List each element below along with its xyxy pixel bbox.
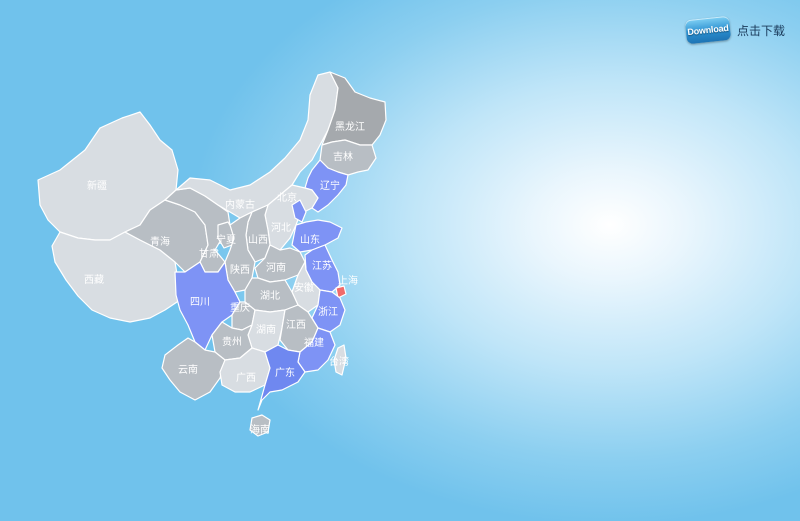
- label-xinjiang: 新疆: [87, 179, 107, 192]
- province-tianjin[interactable]: [291, 199, 307, 223]
- province-liaoning[interactable]: [304, 159, 349, 213]
- label-jiangsu: 江苏: [312, 259, 332, 272]
- label-shanghai: 上海: [338, 274, 358, 287]
- label-jilin: 吉林: [333, 150, 353, 163]
- label-guizhou: 贵州: [222, 335, 242, 348]
- download-link[interactable]: 点击下载: [737, 24, 786, 38]
- label-hunan: 湖南: [256, 323, 276, 336]
- label-anhui: 安徽: [294, 281, 314, 294]
- label-guangdong: 广东: [275, 366, 295, 379]
- label-shandong: 山东: [300, 233, 320, 246]
- label-jiangxi: 江西: [286, 319, 306, 331]
- label-zhejiang: 浙江: [318, 306, 338, 318]
- province-hainan[interactable]: [249, 414, 271, 437]
- label-qinghai: 青海: [150, 235, 170, 248]
- province-xizang[interactable]: [51, 231, 181, 323]
- province-taiwan[interactable]: [333, 344, 347, 376]
- label-heilongjiang: 黑龙江: [335, 120, 365, 133]
- label-guangxi: 广西: [236, 372, 256, 384]
- label-hebei: 河北: [271, 222, 291, 234]
- province-shanghai[interactable]: [335, 285, 347, 299]
- label-ningxia: 宁夏: [216, 233, 236, 246]
- label-shanxi: 山西: [248, 234, 268, 246]
- label-sichuan: 四川: [190, 297, 210, 308]
- province-guangdong[interactable]: [257, 344, 306, 411]
- label-yunnan: 云南: [178, 363, 198, 376]
- label-taiwan: 台湾: [329, 355, 349, 368]
- download-badge-label: Download: [686, 22, 730, 38]
- label-fujian: 福建: [304, 336, 324, 349]
- label-xizang: 西藏: [84, 274, 104, 286]
- label-henan: 河南: [266, 261, 286, 274]
- label-beijing: 北京: [277, 191, 297, 204]
- label-gansu: 甘肃: [199, 247, 219, 260]
- label-hainan: 海南: [250, 423, 270, 436]
- label-hubei: 湖北: [260, 290, 280, 302]
- province-shandong[interactable]: [291, 219, 343, 253]
- label-liaoning: 辽宁: [320, 179, 340, 192]
- label-neimenggu: 内蒙古: [225, 198, 255, 211]
- label-chongqing: 重庆: [230, 301, 250, 314]
- label-shaanxi: 陕西: [230, 263, 250, 276]
- download-badge-button[interactable]: Download: [684, 15, 732, 45]
